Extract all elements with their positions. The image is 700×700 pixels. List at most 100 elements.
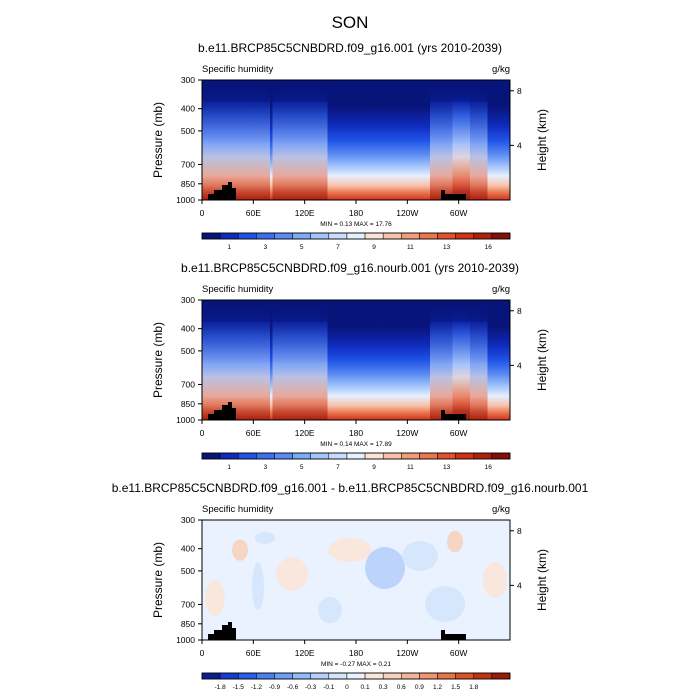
x-tick-label: 0 xyxy=(200,428,205,438)
diff-region-0 xyxy=(205,580,225,616)
y-tick-label: 500 xyxy=(181,126,195,136)
colorbar-box xyxy=(455,452,475,460)
colorbar-box xyxy=(237,232,257,240)
colorbar-label: 7 xyxy=(336,464,340,471)
colorbar-label: 13 xyxy=(443,244,451,251)
colorbar-box xyxy=(491,672,511,680)
colorbar-box xyxy=(219,232,239,240)
diff-region-5 xyxy=(328,538,372,562)
colorbar-box xyxy=(310,672,330,680)
colorbar-box xyxy=(455,672,475,680)
diff-region-7 xyxy=(402,541,438,571)
x-tick-label: 120W xyxy=(396,428,418,438)
diff-region-3 xyxy=(276,557,308,591)
colorbar-box xyxy=(328,232,348,240)
y-tick-label: 850 xyxy=(181,619,195,629)
x-tick-label: 60E xyxy=(246,648,261,658)
colorbar-box xyxy=(491,232,511,240)
y-right-tick-label: 4 xyxy=(517,360,522,370)
colorbar-box xyxy=(473,452,493,460)
colorbar-box xyxy=(256,232,275,240)
contour-field xyxy=(202,80,510,200)
colorbar-box xyxy=(437,232,456,240)
panel-right-label: g/kg xyxy=(492,64,510,75)
y-right-tick-label: 4 xyxy=(517,140,522,150)
colorbar-label: 11 xyxy=(407,464,414,471)
colorbar-box xyxy=(346,672,366,680)
panel-left-label: Specific humidity xyxy=(202,64,274,75)
colorbar-box xyxy=(346,232,366,240)
colorbar-box xyxy=(455,232,475,240)
colorbar-box xyxy=(401,672,420,680)
colorbar-box xyxy=(401,232,420,240)
colorbar-label: 11 xyxy=(407,244,414,251)
x-tick-label: 60E xyxy=(246,208,261,218)
colorbar-label: 3 xyxy=(264,464,268,471)
colorbar-label: 0 xyxy=(345,684,349,691)
colorbar-box xyxy=(419,232,438,240)
panel-left-label: Specific humidity xyxy=(202,284,274,295)
topography-africa xyxy=(208,402,236,420)
panel-right-label: g/kg xyxy=(492,504,510,515)
colorbar-label: -0.1 xyxy=(323,684,335,691)
diff-region-10 xyxy=(483,562,507,598)
y-tick-label: 400 xyxy=(181,324,195,334)
colorbar-box xyxy=(292,672,311,680)
min-max-stats: MIN = -0.27 MAX = 0.21 xyxy=(321,661,391,668)
colorbar-box xyxy=(364,232,384,240)
colorbar-box xyxy=(256,672,275,680)
y-right-tick-label: 8 xyxy=(517,86,522,96)
colorbar-box xyxy=(473,672,493,680)
topography-andes xyxy=(442,414,466,420)
panel-title: b.e11.BRCP85C5CNBDRD.f09_g16.001 - b.e11… xyxy=(112,481,589,495)
colorbar-box xyxy=(346,452,366,460)
y-tick-label: 700 xyxy=(181,599,195,609)
colorbar-box xyxy=(364,452,384,460)
y-right-axis-label: Height (km) xyxy=(535,329,549,391)
colorbar-box xyxy=(437,672,456,680)
colorbar-label: 16 xyxy=(485,244,493,251)
colorbar-label: 1 xyxy=(227,244,231,251)
colorbar-box xyxy=(201,452,221,460)
diff-region-1 xyxy=(232,539,248,561)
x-tick-label: 180 xyxy=(349,648,363,658)
colorbar-box xyxy=(292,452,311,460)
y-axis-label: Pressure (mb) xyxy=(151,322,165,398)
diff-region-6 xyxy=(365,547,405,589)
colorbar-label: 9 xyxy=(372,244,376,251)
x-tick-label: 60W xyxy=(450,648,467,658)
colorbar-box xyxy=(274,232,293,240)
colorbar-label: 9 xyxy=(372,464,376,471)
colorbar-box xyxy=(292,232,311,240)
colorbar-box xyxy=(382,452,402,460)
y-right-axis-label: Height (km) xyxy=(535,549,549,611)
diff-region-9 xyxy=(447,530,463,553)
y-right-tick-label: 8 xyxy=(517,306,522,316)
colorbar-box xyxy=(310,232,330,240)
x-tick-label: 60W xyxy=(450,428,467,438)
y-tick-label: 1000 xyxy=(176,415,195,425)
y-axis-label: Pressure (mb) xyxy=(151,542,165,618)
topography-africa xyxy=(208,622,236,640)
diff-region-11 xyxy=(255,532,275,544)
colorbar-box xyxy=(310,452,330,460)
y-tick-label: 300 xyxy=(181,295,195,305)
topography-andes-peak xyxy=(441,630,445,640)
colorbar-box xyxy=(328,452,348,460)
y-right-tick-label: 4 xyxy=(517,580,522,590)
colorbar-label: 0.1 xyxy=(361,684,370,691)
colorbar-frame xyxy=(201,232,511,240)
colorbar-box xyxy=(382,672,402,680)
colorbar-box xyxy=(219,672,239,680)
colorbar-label: 7 xyxy=(336,244,340,251)
colorbar-label: 1.2 xyxy=(433,684,442,691)
y-tick-label: 300 xyxy=(181,515,195,525)
colorbar-box xyxy=(328,672,348,680)
colorbar-label: 5 xyxy=(300,464,304,471)
x-tick-label: 120E xyxy=(295,648,315,658)
y-tick-label: 850 xyxy=(181,179,195,189)
colorbar-label: -1.8 xyxy=(215,684,227,691)
colorbar-box xyxy=(274,452,293,460)
y-tick-label: 400 xyxy=(181,104,195,114)
